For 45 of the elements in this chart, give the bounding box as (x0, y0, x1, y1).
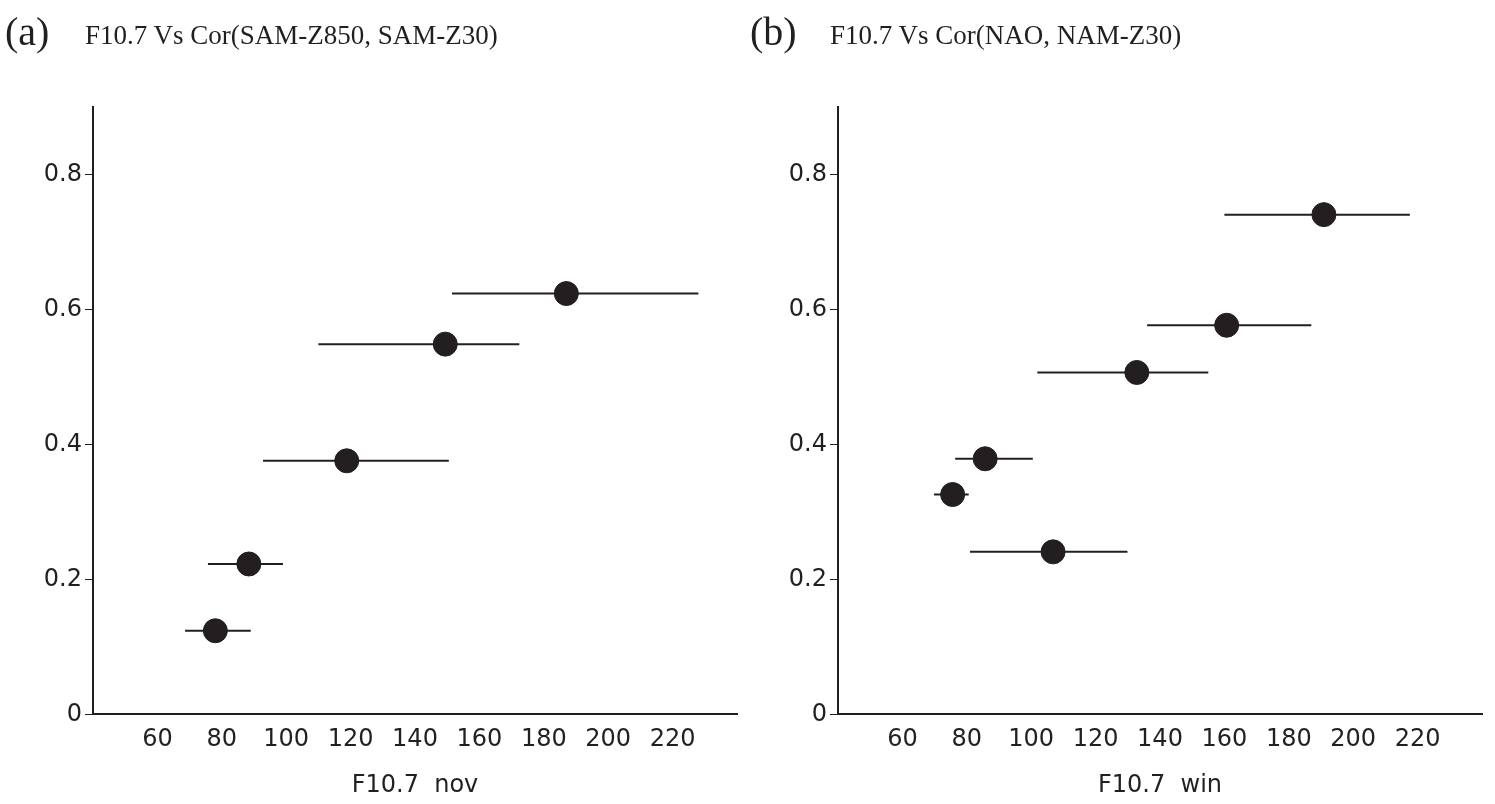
x-tick-label: 120 (1072, 724, 1119, 753)
text: (a) (5, 8, 50, 55)
x-tick-label: 160 (1201, 724, 1248, 753)
y-tick-label: 0 (811, 698, 827, 727)
point (1311, 202, 1337, 228)
x-tick-label: 100 (1008, 724, 1055, 753)
point (940, 482, 966, 508)
x-tick-label: 220 (1394, 724, 1441, 753)
x-tick-label: 60 (887, 724, 918, 753)
x-tick-label: 180 (1265, 724, 1312, 753)
x-axis-title: F10.7 nov (351, 769, 479, 798)
y-tick-label: 0.2 (43, 563, 82, 592)
x-tick-label: 80 (206, 724, 238, 753)
x-tick-label: 180 (520, 724, 567, 753)
y-tick-label: 0.6 (43, 293, 82, 322)
point (972, 446, 998, 472)
y-tick-label: 0.8 (788, 159, 827, 188)
y-tick-label: 0.4 (43, 428, 82, 457)
y-tick-label: 0.4 (788, 428, 827, 457)
x-tick-label: 200 (585, 724, 632, 753)
x-tick-label: 140 (392, 724, 438, 753)
text: (b) (750, 8, 797, 55)
point (1124, 359, 1150, 385)
x-axis-title: F10.7 win (1097, 769, 1223, 798)
point (432, 331, 458, 357)
point (1040, 539, 1066, 565)
x-tick-label: 160 (456, 724, 503, 753)
y-tick-label: 0.2 (788, 563, 827, 592)
point (1214, 312, 1240, 338)
y-tick-label: 0.6 (788, 293, 827, 322)
point (236, 551, 262, 577)
x-tick-label: 200 (1330, 724, 1377, 753)
x-tick-label: 60 (142, 724, 173, 753)
x-tick-label: 100 (263, 724, 310, 753)
chart-title: F10.7 Vs Cor(SAM-Z850, SAM-Z30) (85, 20, 498, 51)
y-tick-label: 0 (66, 698, 82, 727)
chart-title: F10.7 Vs Cor(NAO, NAM-Z30) (830, 20, 1182, 51)
x-tick-label: 80 (951, 724, 983, 753)
point (202, 618, 228, 644)
y-tick-label: 0.8 (43, 159, 82, 188)
x-tick-label: 140 (1137, 724, 1183, 753)
x-tick-label: 220 (649, 724, 696, 753)
x-tick-label: 120 (327, 724, 374, 753)
point (553, 281, 579, 307)
point (334, 448, 360, 474)
